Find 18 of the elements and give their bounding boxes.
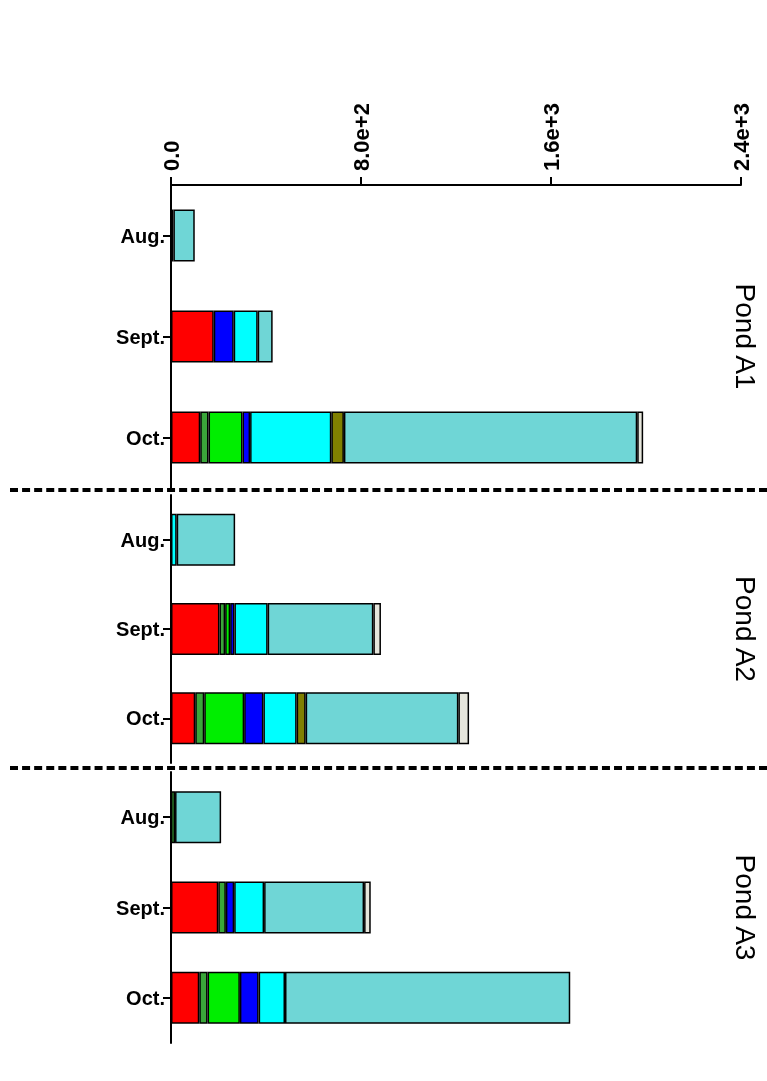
y-tick-label: Sept. bbox=[116, 325, 165, 348]
y-tick-label: Sept. bbox=[116, 618, 165, 640]
x-tick-label: 8.0e+2 bbox=[348, 103, 374, 171]
text: Pond A2 bbox=[729, 576, 761, 682]
y-tick-label: Aug. bbox=[120, 528, 165, 551]
x-tick-label: 0.0 bbox=[158, 140, 184, 171]
y-tick-label: Aug. bbox=[120, 224, 165, 247]
bar bbox=[173, 209, 195, 262]
y-tick-label: Oct. bbox=[126, 426, 165, 449]
x-tick-label: 2.4e+3 bbox=[728, 103, 754, 171]
text: Pond A1 bbox=[729, 283, 761, 390]
text: Pond A3 bbox=[729, 854, 761, 961]
y-tick-label: Oct. bbox=[126, 986, 165, 1009]
y-tick-label: Aug. bbox=[120, 806, 165, 829]
bar bbox=[175, 791, 222, 844]
x-tick-label: 1.6e+3 bbox=[538, 103, 564, 171]
y-tick-label: Oct. bbox=[126, 707, 165, 730]
y-tick-label: Sept. bbox=[116, 896, 165, 919]
